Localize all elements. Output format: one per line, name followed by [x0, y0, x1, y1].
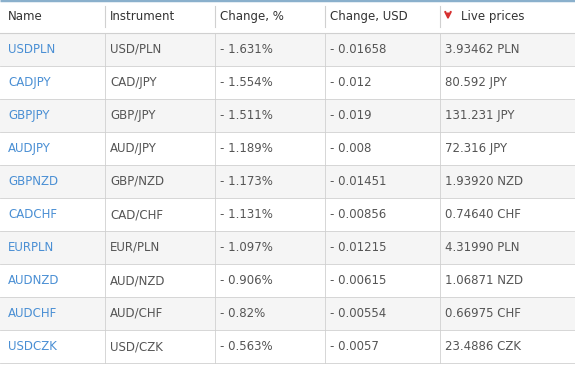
Text: - 0.01215: - 0.01215 — [330, 241, 386, 254]
Bar — [0, 297, 575, 330]
Text: 1.06871 NZD: 1.06871 NZD — [445, 274, 523, 287]
Text: 23.4886 CZK: 23.4886 CZK — [445, 340, 521, 353]
Text: CADCHF: CADCHF — [8, 208, 57, 221]
Text: CAD/CHF: CAD/CHF — [110, 208, 163, 221]
Bar — [0, 0, 575, 33]
Text: Live prices: Live prices — [461, 10, 524, 23]
Text: - 1.631%: - 1.631% — [220, 43, 273, 56]
Bar — [0, 33, 575, 66]
Text: - 0.01451: - 0.01451 — [330, 175, 386, 188]
Text: Change, USD: Change, USD — [330, 10, 408, 23]
Text: CADJPY: CADJPY — [8, 76, 51, 89]
Text: EUR/PLN: EUR/PLN — [110, 241, 160, 254]
Text: Instrument: Instrument — [110, 10, 175, 23]
Text: - 0.01658: - 0.01658 — [330, 43, 386, 56]
Text: Change, %: Change, % — [220, 10, 284, 23]
Text: AUDCHF: AUDCHF — [8, 307, 58, 320]
Bar — [0, 231, 575, 264]
Text: CAD/JPY: CAD/JPY — [110, 76, 156, 89]
Text: Name: Name — [8, 10, 43, 23]
Text: - 0.019: - 0.019 — [330, 109, 371, 122]
Text: - 1.097%: - 1.097% — [220, 241, 273, 254]
Text: - 0.00554: - 0.00554 — [330, 307, 386, 320]
Text: EURPLN: EURPLN — [8, 241, 54, 254]
Text: - 0.906%: - 0.906% — [220, 274, 273, 287]
Text: 131.231 JPY: 131.231 JPY — [445, 109, 515, 122]
Text: USDPLN: USDPLN — [8, 43, 55, 56]
Text: 4.31990 PLN: 4.31990 PLN — [445, 241, 519, 254]
Text: - 1.189%: - 1.189% — [220, 142, 273, 155]
Text: 0.74640 CHF: 0.74640 CHF — [445, 208, 521, 221]
Text: - 1.173%: - 1.173% — [220, 175, 273, 188]
Bar — [0, 165, 575, 198]
Text: - 0.82%: - 0.82% — [220, 307, 265, 320]
Text: GBPJPY: GBPJPY — [8, 109, 49, 122]
Bar — [0, 198, 575, 231]
Text: 72.316 JPY: 72.316 JPY — [445, 142, 507, 155]
Text: AUDNZD: AUDNZD — [8, 274, 59, 287]
Text: 0.66975 CHF: 0.66975 CHF — [445, 307, 521, 320]
Text: 3.93462 PLN: 3.93462 PLN — [445, 43, 519, 56]
Text: 1.93920 NZD: 1.93920 NZD — [445, 175, 523, 188]
Text: AUD/JPY: AUD/JPY — [110, 142, 157, 155]
Text: GBPNZD: GBPNZD — [8, 175, 58, 188]
Text: USD/PLN: USD/PLN — [110, 43, 161, 56]
Text: - 1.554%: - 1.554% — [220, 76, 273, 89]
Text: AUD/NZD: AUD/NZD — [110, 274, 166, 287]
Text: - 0.008: - 0.008 — [330, 142, 371, 155]
Text: AUDJPY: AUDJPY — [8, 142, 51, 155]
Bar — [0, 132, 575, 165]
Text: - 1.131%: - 1.131% — [220, 208, 273, 221]
Text: - 0.0057: - 0.0057 — [330, 340, 379, 353]
Text: GBP/JPY: GBP/JPY — [110, 109, 155, 122]
Text: - 0.012: - 0.012 — [330, 76, 371, 89]
Bar — [0, 66, 575, 99]
Bar — [0, 330, 575, 363]
Text: USDCZK: USDCZK — [8, 340, 57, 353]
Bar — [0, 99, 575, 132]
Text: USD/CZK: USD/CZK — [110, 340, 163, 353]
Text: - 1.511%: - 1.511% — [220, 109, 273, 122]
Text: GBP/NZD: GBP/NZD — [110, 175, 164, 188]
Bar — [0, 264, 575, 297]
Text: - 0.563%: - 0.563% — [220, 340, 273, 353]
Text: - 0.00615: - 0.00615 — [330, 274, 386, 287]
Text: AUD/CHF: AUD/CHF — [110, 307, 163, 320]
Text: - 0.00856: - 0.00856 — [330, 208, 386, 221]
Text: 80.592 JPY: 80.592 JPY — [445, 76, 507, 89]
